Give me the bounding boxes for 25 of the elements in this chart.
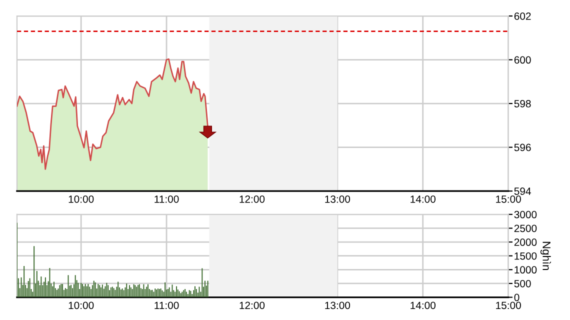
- x-tick-label: 12:00: [240, 195, 265, 203]
- x-tick-label: 13:00: [325, 195, 350, 203]
- y-tick-label: 3000: [514, 210, 537, 218]
- x-tick-label: 14:00: [410, 195, 436, 203]
- y-tick-label: 594: [514, 188, 531, 195]
- x-tick-label: 15:00: [496, 195, 521, 203]
- y-tick-label: 2000: [514, 238, 537, 246]
- x-tick-label: 15:00: [496, 302, 521, 310]
- x-tick-label: 13:00: [325, 302, 350, 310]
- y-tick-label: 2500: [514, 224, 537, 232]
- y-tick-label: 598: [514, 100, 531, 108]
- y-tick-label: 1000: [514, 266, 537, 274]
- x-tick-label: 11:00: [154, 195, 179, 203]
- x-tick-label: 11:00: [154, 302, 179, 310]
- y-tick-label: 1500: [514, 252, 537, 260]
- y-tick-label: 602: [514, 12, 531, 20]
- x-tick-label: 12:00: [240, 302, 265, 310]
- y-axis-title: Nghìn: [540, 242, 551, 270]
- x-tick-label: 10:00: [68, 302, 94, 310]
- x-tick-label: 14:00: [410, 302, 436, 310]
- y-tick-label: 0: [514, 294, 520, 302]
- x-tick-label: 10:00: [68, 195, 94, 203]
- y-tick-label: 596: [514, 144, 531, 152]
- y-tick-label: 600: [514, 56, 531, 64]
- y-tick-label: 500: [514, 280, 531, 288]
